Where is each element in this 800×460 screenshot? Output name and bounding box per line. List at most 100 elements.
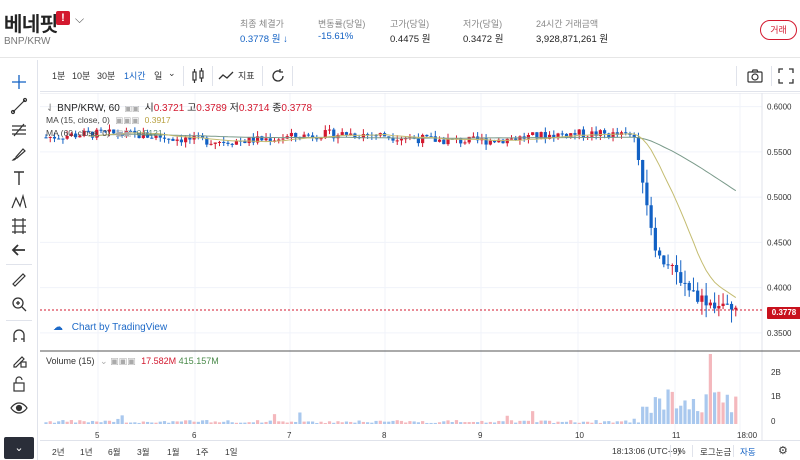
tradingview-watermark[interactable]: ☁ Chart by TradingView [53,322,167,333]
candle-body [234,140,239,145]
candle-body [602,130,607,134]
candle-body [349,133,353,136]
candle-body [687,282,691,291]
candle-body [463,142,467,144]
interval-10m[interactable]: 10분 [72,71,91,81]
brush-icon[interactable] [9,144,29,164]
trade-button[interactable]: 거래 [760,20,797,40]
volume-bar [243,422,247,424]
volume-bar [260,422,264,424]
candle-body [704,295,708,306]
chevron-down-icon[interactable]: ⌵ [75,12,85,26]
candle-body [133,130,137,133]
eye-icon[interactable] [9,398,29,418]
volume-bar [492,422,497,424]
candle-body [344,132,349,136]
indicators-icon[interactable] [217,66,237,86]
auto-scale-toggle[interactable]: 자동 [740,447,756,457]
percent-toggle[interactable]: % [678,446,686,456]
volume-bar [674,408,679,424]
pattern-icon[interactable] [9,192,29,212]
volume-bar [179,421,184,424]
candle-body [61,138,65,140]
coin-name[interactable]: 베네핏 [4,14,58,36]
range-2y[interactable]: 2년 [52,447,65,457]
refresh-icon[interactable] [268,66,288,86]
interval-day[interactable]: 일 [154,71,163,81]
toolbar-divider [183,66,184,86]
volume-bar [188,420,192,424]
volume-bar [734,396,738,424]
candle-body [645,182,649,206]
prediction-icon[interactable] [9,216,29,236]
volume-bar [378,420,382,424]
bar-divider [692,445,693,457]
legend-high: 0.3789 [196,103,227,114]
range-3m[interactable]: 3월 [137,447,150,457]
y-axis-tick-label: 0.6000 [767,103,792,112]
settings-icon[interactable]: ⚙ [778,445,788,457]
volume-axis-tick-label: 2B [771,368,781,377]
candlestick-icon[interactable] [188,66,208,86]
candle-body [289,132,294,137]
volume-bar [162,421,167,424]
range-1y[interactable]: 1년 [80,447,93,457]
interval-1m[interactable]: 1분 [52,71,66,81]
price-chart[interactable]: 0.6000 0.5500 0.5000 0.4500 0.4000 0.3500 5 6 7… [40,92,800,440]
range-1w[interactable]: 1주 [196,447,209,457]
camera-icon[interactable] [745,66,765,86]
arrow-left-icon[interactable] [9,240,29,260]
chart-canvas[interactable]: 0.6000 0.5500 0.5000 0.4500 0.4000 0.3500 5 6 7… [40,92,800,440]
fullscreen-icon[interactable] [776,66,796,86]
candle-body [260,136,264,141]
range-6m[interactable]: 6월 [108,447,121,457]
stat-value-change: -15.61% [318,31,354,42]
volume-bar [526,420,531,424]
ma60-value: 0.5121 [136,128,163,138]
volume-bar [255,420,260,424]
volume-bar [662,409,666,424]
range-1d[interactable]: 1일 [225,447,238,457]
volume-bar [713,392,717,424]
candle-body [442,139,446,145]
zoom-in-icon[interactable] [9,294,29,314]
indicators-button[interactable]: 지표 [238,71,255,81]
volume-bar [471,421,476,424]
chevron-down-icon[interactable]: ⌄ [168,68,176,78]
interval-30m[interactable]: 30분 [97,71,116,81]
fib-icon[interactable] [9,120,29,140]
chevron-down-icon[interactable]: ⌄ [4,437,34,459]
magnet-icon[interactable] [9,326,29,346]
volume-bar [268,420,272,424]
crosshair-icon[interactable] [9,72,29,92]
text-icon[interactable] [9,168,29,188]
candle-body [531,132,535,135]
bar-divider [670,445,671,457]
candle-body [302,134,306,139]
ruler-icon[interactable] [9,270,29,290]
interval-1h[interactable]: 1시간 [124,71,146,81]
candle-body [340,132,344,135]
clock-time[interactable]: 18:13:06 (UTC+9) [612,446,681,456]
stat-value-last-price: 0.3778 원 ↓ [240,34,288,45]
volume-bar [129,422,133,424]
stat-label-volume: 24시간 거래금액 [536,19,599,29]
ma15-value: 0.3917 [144,115,171,125]
range-1m[interactable]: 1월 [167,447,180,457]
candle-body [395,140,399,142]
candle-body [268,138,272,142]
log-scale-toggle[interactable]: 로그눈금 [700,447,732,457]
stat-value-low: 0.3472 원 [463,34,504,45]
candle-body [315,137,319,140]
volume-bar [310,421,315,424]
ticker-header: 베네핏 ! ⌵ BNP/KRW 최종 체결가 0.3778 원 ↓ 변동률(당일… [0,0,800,58]
stat-value-high: 0.4475 원 [390,34,431,45]
unlock-icon[interactable] [9,374,29,394]
stat-label-change: 변동률(당일) [318,19,366,29]
trend-line-icon[interactable] [9,96,29,116]
lock-drawings-icon[interactable] [9,350,29,370]
candle-body [95,129,99,138]
volume-bar [374,420,378,424]
candle-body [725,303,729,305]
volume-bar [226,420,230,424]
